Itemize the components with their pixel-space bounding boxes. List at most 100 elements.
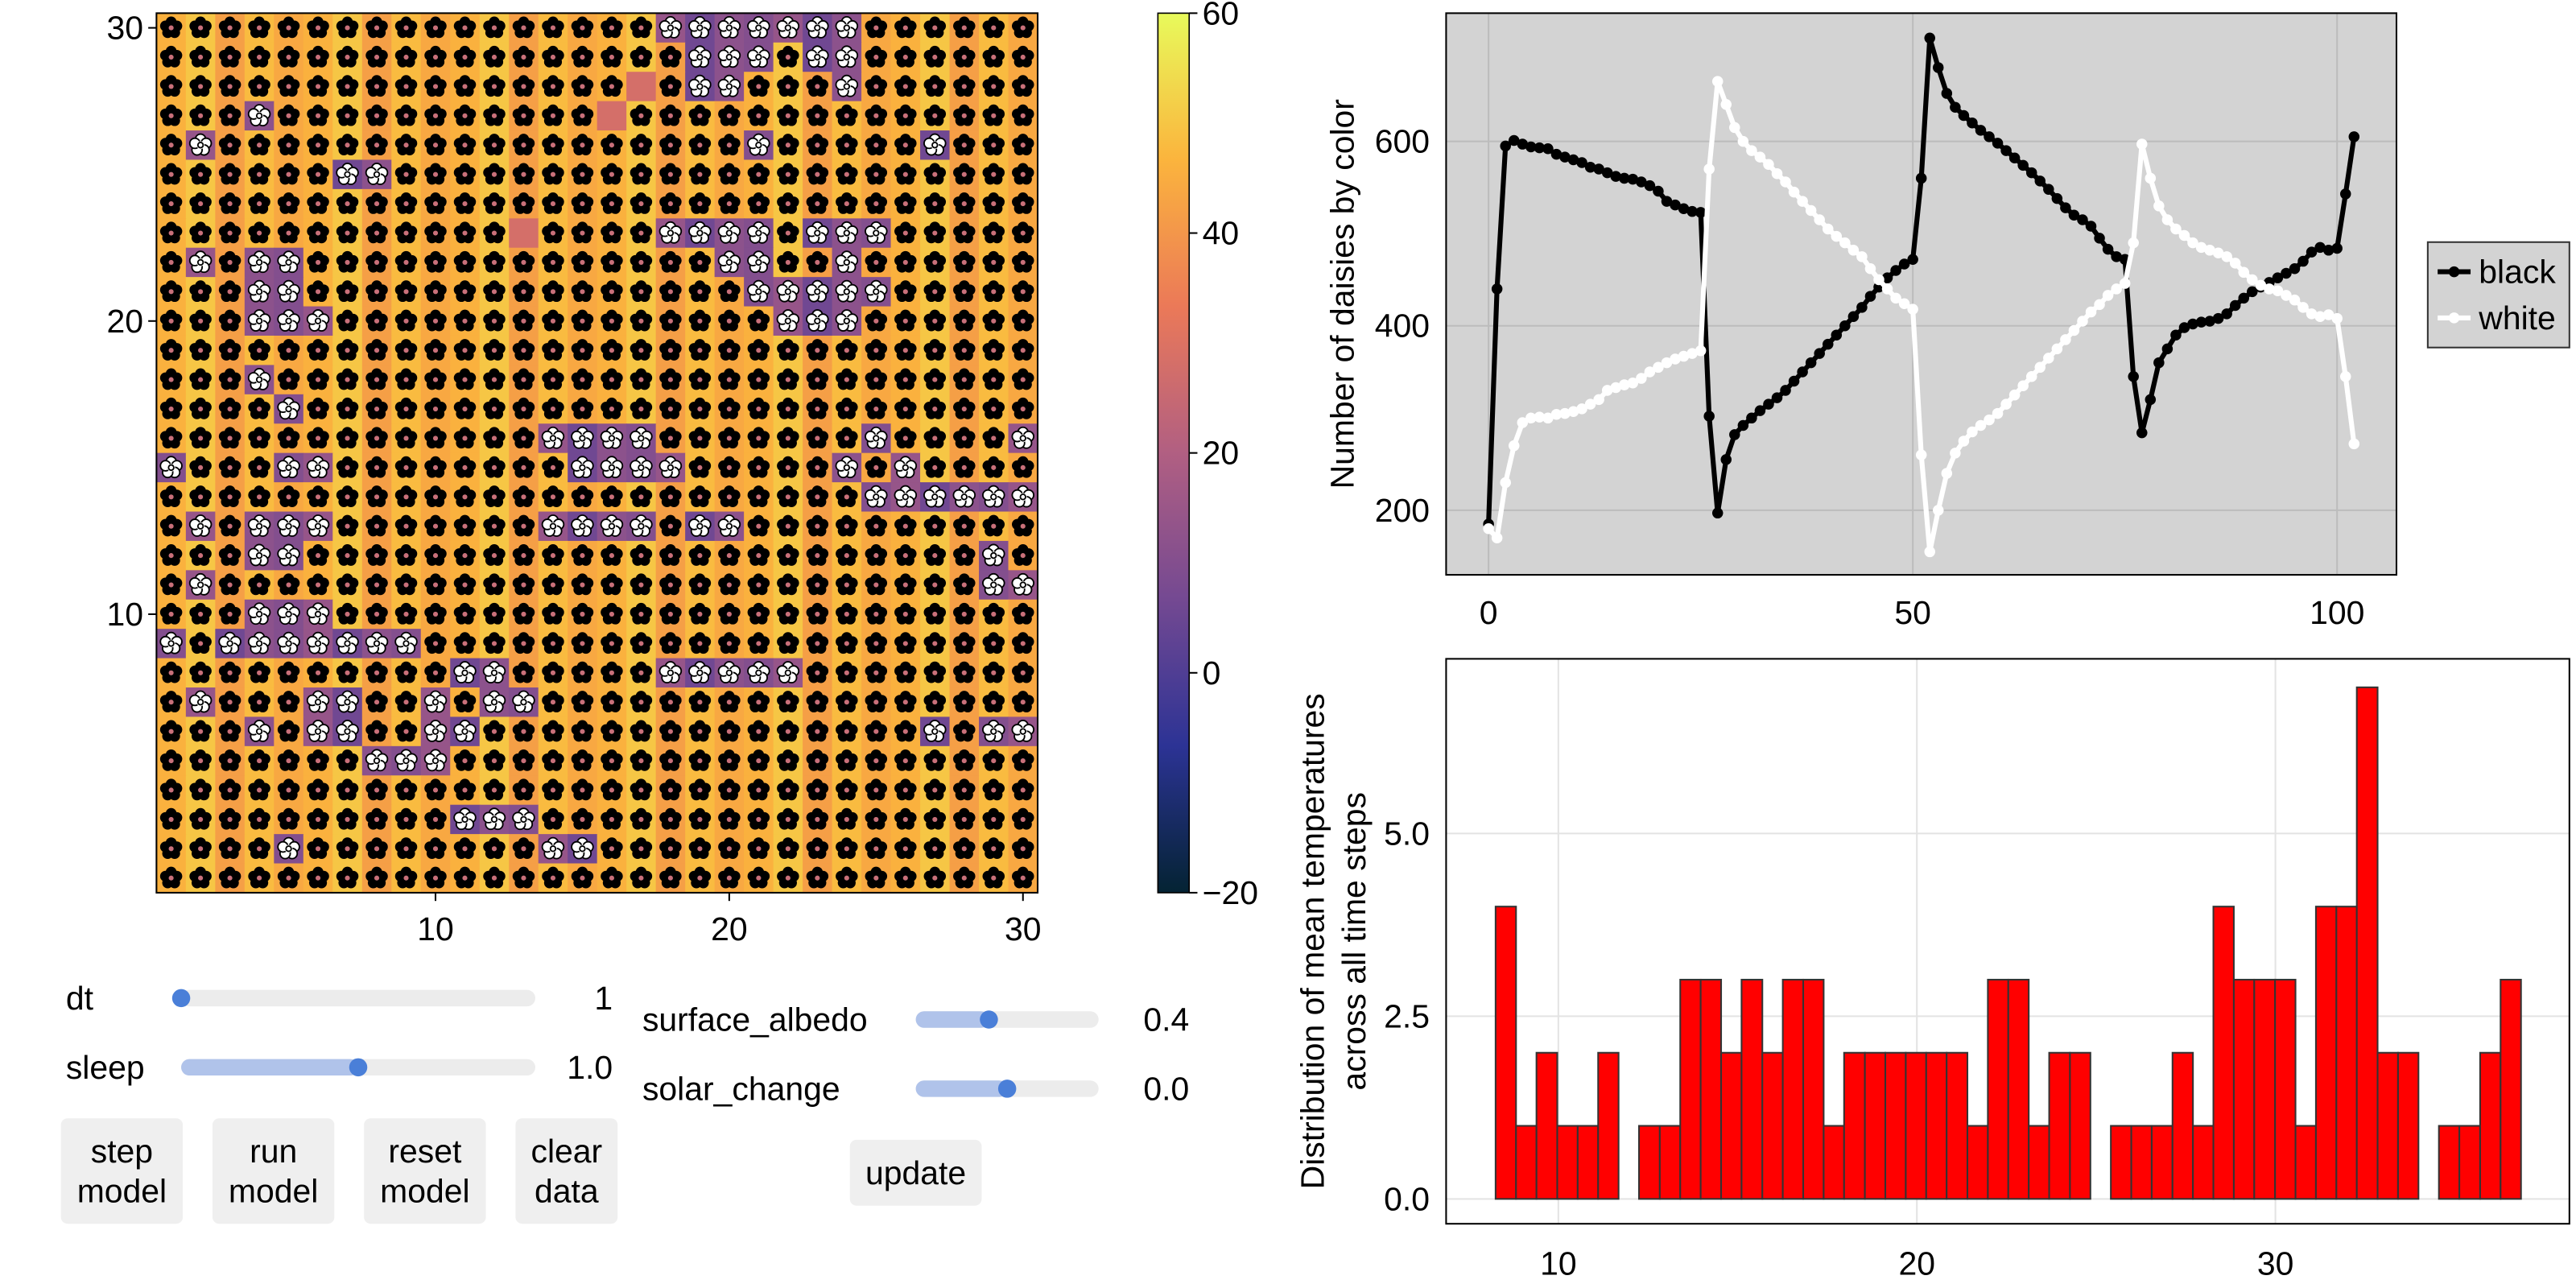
colorbar — [1157, 12, 1191, 894]
series-point — [2025, 167, 2037, 179]
series-point — [1873, 274, 1885, 286]
series-point — [2229, 299, 2241, 312]
series-point — [1856, 251, 1868, 262]
series-point — [2348, 131, 2360, 142]
x-tick-label: 30 — [1005, 910, 1042, 947]
histogram-bar — [2335, 906, 2358, 1200]
series-point — [1864, 262, 1876, 275]
series-point — [2297, 255, 2309, 267]
slider-knob[interactable] — [997, 1080, 1017, 1098]
slider-fill — [181, 1059, 359, 1076]
series-point — [1992, 407, 2004, 419]
series-point — [1788, 186, 1800, 198]
series-point — [1695, 207, 1707, 218]
heatmap-cell — [509, 218, 539, 249]
series-point — [1805, 204, 1817, 217]
series-point — [1958, 109, 1970, 122]
x-tick-label: 50 — [1894, 594, 1931, 631]
button[interactable]: update — [849, 1139, 982, 1206]
series-point — [1831, 329, 1843, 341]
slider-knob[interactable] — [171, 989, 191, 1008]
series-point — [2077, 316, 2088, 327]
series-point — [2221, 308, 2232, 320]
series-point — [2102, 243, 2114, 255]
series-point — [2161, 214, 2174, 225]
x-tick-label: 100 — [2310, 594, 2364, 631]
histogram-bar — [1658, 1125, 1682, 1200]
histogram-bar — [1576, 1125, 1600, 1200]
slider-knob[interactable] — [349, 1058, 368, 1077]
series-point — [1839, 320, 1851, 332]
x-tick-label: 30 — [2257, 1245, 2294, 1282]
button-label: model — [229, 1172, 318, 1209]
histogram-bar — [2396, 1051, 2420, 1200]
series-point — [1941, 468, 1953, 479]
histogram-bar — [1638, 1125, 1661, 1200]
histogram-bar — [2458, 1125, 2481, 1200]
colorbar-tick-label: 20 — [1203, 435, 1240, 472]
series-point — [2170, 329, 2182, 341]
series-point — [1771, 167, 1783, 180]
series-point — [2128, 237, 2139, 249]
series-point — [2136, 427, 2148, 439]
series-point — [2128, 371, 2139, 382]
histogram-bar — [1905, 1051, 1927, 1200]
histogram-bar — [1679, 978, 1702, 1200]
slider[interactable]: surface_albedo 0.4 — [642, 1001, 1189, 1038]
histogram-bar — [1864, 1051, 1887, 1200]
series-point — [2085, 221, 2097, 232]
series-point — [2085, 306, 2097, 318]
series-point — [1915, 172, 1927, 184]
series-point — [2060, 202, 2071, 213]
series-point — [2043, 184, 2054, 195]
series-point — [1695, 345, 1707, 357]
series-point — [2000, 398, 2012, 410]
slider[interactable]: solar_change 0.0 — [642, 1070, 1189, 1107]
series-point — [2051, 343, 2063, 355]
histogram-bar — [2253, 978, 2277, 1200]
series-point — [1508, 440, 1520, 452]
series-point — [1788, 375, 1800, 387]
series-point — [2043, 353, 2054, 364]
histogram-bar — [2438, 1125, 2461, 1200]
series-point — [2331, 242, 2343, 254]
series-point — [1864, 291, 1876, 302]
x-tick-label: 20 — [711, 910, 748, 947]
slider[interactable]: dt 1 — [66, 980, 613, 1017]
button-label: reset — [388, 1133, 462, 1170]
y-axis-label: Number of daisies by color — [1324, 99, 1361, 489]
series-point — [2348, 438, 2360, 450]
histogram-bar — [2130, 1125, 2153, 1200]
series-point — [1729, 429, 1740, 440]
series-point — [2017, 380, 2029, 391]
series-point — [2178, 229, 2190, 242]
histogram-bar — [2294, 1125, 2317, 1200]
slider-knob[interactable] — [980, 1010, 998, 1029]
slider[interactable]: sleep 1.0 — [66, 1049, 613, 1086]
series-point — [2289, 262, 2301, 275]
series-point — [1805, 357, 1817, 369]
series-point — [1483, 523, 1494, 535]
histogram-bar — [2274, 978, 2297, 1200]
series-point — [1797, 366, 1808, 378]
series-point — [1720, 99, 1732, 110]
histogram-bar — [1925, 1051, 1948, 1200]
series-point — [2229, 258, 2241, 269]
histogram-bar — [1823, 1125, 1845, 1200]
series-point — [2153, 357, 2165, 369]
legend-marker — [2448, 312, 2460, 324]
x-tick-label: 0 — [1480, 594, 1498, 631]
series-point — [2008, 152, 2021, 163]
series-point — [2145, 172, 2157, 184]
series-point — [1797, 196, 1808, 207]
series-point — [1823, 223, 1834, 235]
series-point — [2136, 138, 2148, 150]
button-label: clear — [531, 1133, 603, 1170]
slider-label: dt — [66, 980, 94, 1017]
